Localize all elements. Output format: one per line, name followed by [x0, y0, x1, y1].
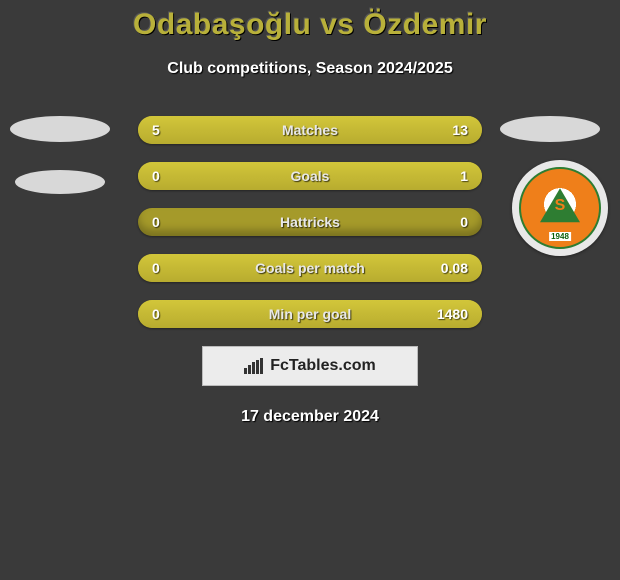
- stat-bar: 5 Matches 13: [138, 116, 482, 144]
- page-title: Odabaşoğlu vs Özdemir: [0, 8, 620, 42]
- left-value: 5: [152, 122, 160, 138]
- right-value: 0: [460, 214, 468, 230]
- stat-bar: 0 Goals per match 0.08: [138, 254, 482, 282]
- brand-text: FcTables.com: [270, 357, 376, 375]
- stat-label: Goals per match: [255, 260, 365, 276]
- stat-label: Min per goal: [269, 306, 351, 322]
- stat-bar: 0 Goals 1: [138, 162, 482, 190]
- right-value: 0.08: [441, 260, 468, 276]
- club-badge: 1948: [512, 160, 608, 256]
- left-value: 0: [152, 168, 160, 184]
- stat-bars: 5 Matches 13 0 Goals 1 0 Hattricks 0: [138, 116, 482, 328]
- left-value: 0: [152, 306, 160, 322]
- right-value: 13: [452, 122, 468, 138]
- bar-fill-right: [234, 116, 482, 144]
- root: Odabaşoğlu vs Özdemir Club competitions,…: [0, 0, 620, 580]
- stat-bar: 0 Min per goal 1480: [138, 300, 482, 328]
- date-text: 17 december 2024: [0, 408, 620, 426]
- brand-box[interactable]: FcTables.com: [202, 346, 418, 386]
- left-player-badge: [10, 116, 110, 216]
- stat-label: Hattricks: [280, 214, 340, 230]
- columns: 1948 5 Matches 13 0 Goals 1: [0, 116, 620, 426]
- stat-label: Matches: [282, 122, 338, 138]
- stats-area: 1948 5 Matches 13 0 Goals 1: [0, 116, 620, 426]
- subtitle: Club competitions, Season 2024/2025: [0, 60, 620, 78]
- club-badge-icon: 1948: [519, 167, 601, 249]
- right-value: 1: [460, 168, 468, 184]
- right-value: 1480: [437, 306, 468, 322]
- left-value: 0: [152, 260, 160, 276]
- placeholder-ellipse: [10, 116, 110, 142]
- barchart-icon: [244, 358, 266, 374]
- left-value: 0: [152, 214, 160, 230]
- club-year: 1948: [549, 232, 571, 241]
- stat-bar: 0 Hattricks 0: [138, 208, 482, 236]
- stat-label: Goals: [291, 168, 330, 184]
- placeholder-ellipse: [15, 170, 105, 194]
- placeholder-ellipse: [500, 116, 600, 142]
